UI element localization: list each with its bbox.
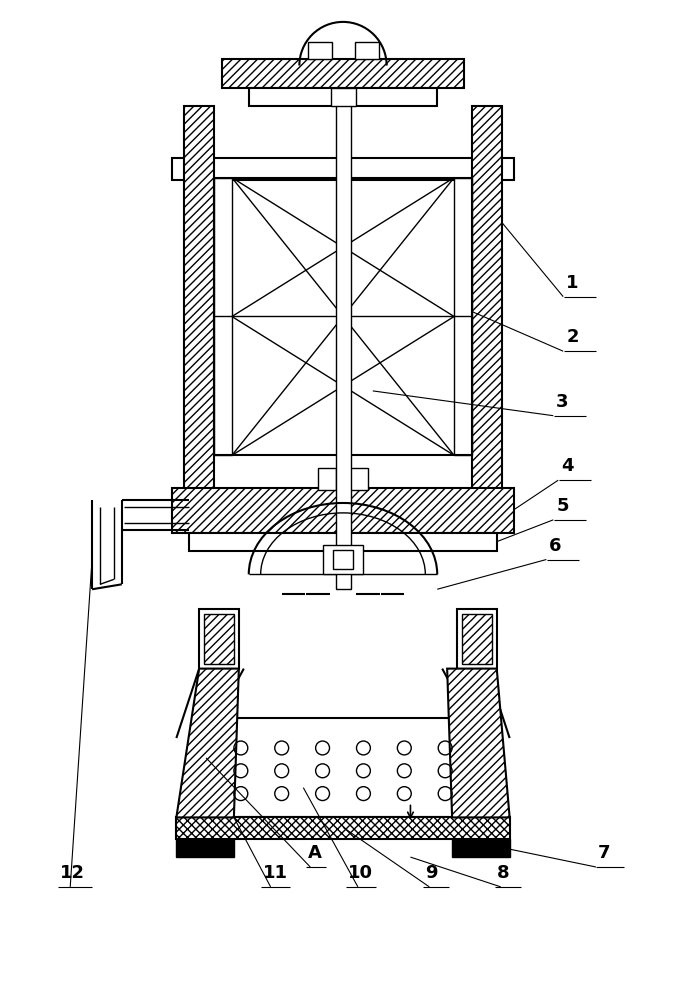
- Text: 12: 12: [60, 864, 85, 882]
- Text: 9: 9: [425, 864, 438, 882]
- Bar: [189, 533, 497, 551]
- Bar: [204, 614, 234, 664]
- Text: 6: 6: [549, 537, 562, 555]
- Bar: [318, 468, 336, 490]
- Bar: [232, 178, 454, 455]
- Bar: [206, 718, 480, 817]
- Text: 7: 7: [598, 844, 611, 862]
- Bar: [452, 839, 510, 857]
- Bar: [222, 59, 464, 88]
- Text: 3: 3: [556, 393, 569, 411]
- Bar: [462, 614, 492, 664]
- Bar: [472, 106, 501, 490]
- Polygon shape: [447, 669, 510, 817]
- Text: 11: 11: [263, 864, 287, 882]
- Bar: [214, 178, 232, 455]
- Bar: [249, 88, 437, 106]
- Text: A: A: [308, 844, 322, 862]
- Bar: [350, 468, 368, 490]
- Bar: [331, 88, 356, 106]
- Bar: [454, 178, 472, 455]
- Text: 8: 8: [497, 864, 510, 882]
- Bar: [176, 839, 234, 857]
- Bar: [457, 609, 497, 669]
- Polygon shape: [176, 669, 239, 817]
- Text: 1: 1: [566, 274, 579, 292]
- Text: 4: 4: [561, 457, 573, 475]
- Bar: [172, 158, 514, 180]
- Bar: [199, 609, 239, 669]
- Bar: [333, 550, 353, 569]
- Bar: [323, 545, 363, 574]
- Bar: [355, 42, 379, 59]
- Bar: [308, 42, 332, 59]
- Text: 10: 10: [348, 864, 373, 882]
- Bar: [185, 106, 214, 490]
- Bar: [176, 817, 510, 839]
- Bar: [336, 88, 351, 589]
- Bar: [172, 488, 514, 533]
- Text: 2: 2: [566, 328, 579, 346]
- Text: 5: 5: [556, 497, 569, 515]
